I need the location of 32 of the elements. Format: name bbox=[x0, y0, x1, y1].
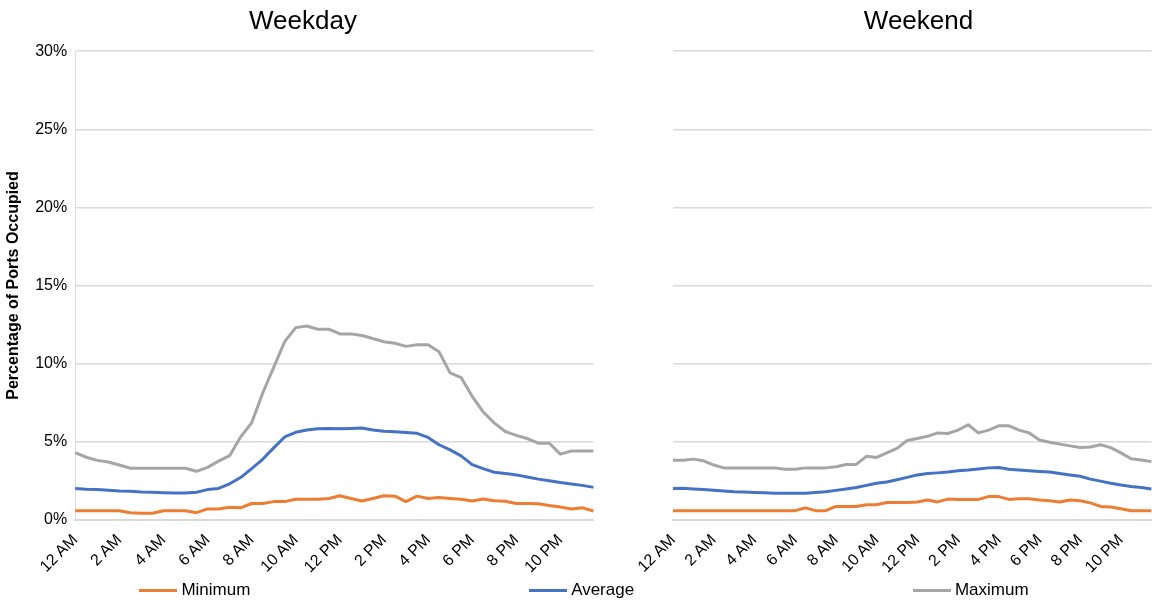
x-tick-label: 10 AM bbox=[256, 530, 301, 575]
x-tick-label: 12 PM bbox=[300, 530, 346, 576]
y-tick-label: 10% bbox=[35, 353, 68, 371]
y-tick-label: 5% bbox=[44, 432, 68, 450]
x-tick-label: 10 PM bbox=[520, 530, 566, 576]
x-tick-label: 2 PM bbox=[924, 530, 964, 570]
x-tick-label: 6 PM bbox=[1006, 530, 1045, 570]
x-tick-label: 6 AM bbox=[174, 530, 213, 569]
y-tick-label: 30% bbox=[35, 41, 68, 59]
y-tick-label: 15% bbox=[35, 275, 68, 293]
y-axis-title: Percentage of Ports Occupied bbox=[4, 171, 22, 400]
y-tick-label: 25% bbox=[35, 119, 68, 137]
x-tick-label: 4 AM bbox=[721, 530, 760, 569]
x-tick-label: 8 PM bbox=[483, 530, 522, 570]
x-tick-label: 2 PM bbox=[350, 530, 390, 570]
x-tick-label: 12 AM bbox=[36, 530, 81, 575]
legend-label: Maximum bbox=[954, 580, 1029, 600]
y-tick-label: 0% bbox=[44, 510, 68, 528]
x-tick-label: 2 AM bbox=[681, 530, 719, 569]
x-tick-label: 8 AM bbox=[219, 530, 257, 569]
x-tick-label: 4 PM bbox=[965, 530, 1004, 570]
x-tick-label: 4 PM bbox=[394, 530, 434, 570]
legend-label: Average bbox=[571, 580, 635, 600]
x-tick-label: 4 AM bbox=[130, 530, 169, 569]
x-tick-label: 6 AM bbox=[762, 530, 801, 569]
x-tick-label: 6 PM bbox=[438, 530, 478, 570]
y-tick-label: 20% bbox=[35, 197, 68, 215]
x-tick-label: 2 AM bbox=[86, 530, 125, 569]
legend-label: Minimum bbox=[181, 580, 251, 600]
chart-title: Weekday bbox=[249, 4, 357, 35]
x-tick-label: 12 AM bbox=[634, 530, 679, 575]
chart-title: Weekend bbox=[863, 4, 974, 35]
